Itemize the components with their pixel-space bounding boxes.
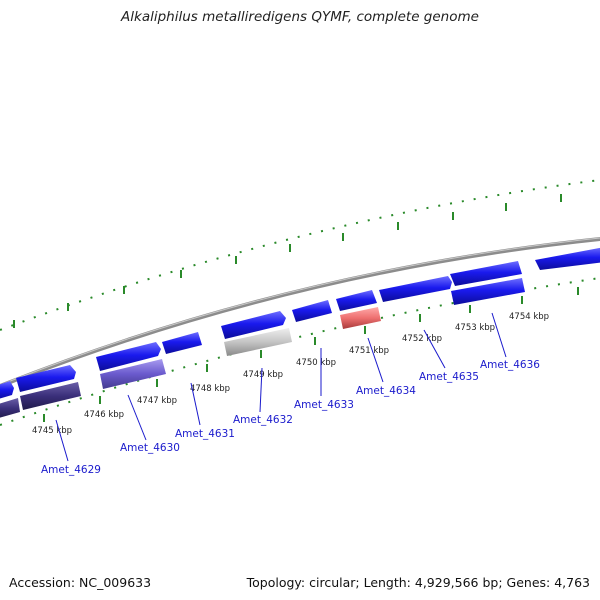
- gene-label[interactable]: Amet_4631: [175, 428, 235, 440]
- map-title: Alkaliphilus metalliredigens QYMF, compl…: [121, 9, 479, 25]
- kbp-label: 4745 kbp: [32, 426, 72, 436]
- gene-labels: Amet_4629 Amet_4630 Amet_4631 Amet_4632 …: [41, 359, 540, 476]
- inner-major-ticks: [43, 287, 579, 422]
- gene-label[interactable]: Amet_4633: [294, 399, 354, 411]
- gene-arrow[interactable]: [20, 382, 81, 410]
- kbp-label: 4751 kbp: [349, 346, 389, 356]
- outer-tick-ring: [0, 179, 600, 331]
- genome-backbone-shine: [0, 237, 600, 386]
- gene-label[interactable]: Amet_4632: [233, 414, 293, 426]
- gene-arrow[interactable]: [0, 381, 14, 400]
- kbp-label: 4746 kbp: [84, 410, 124, 420]
- gene-arrow[interactable]: [336, 290, 377, 311]
- gene-track-forward: [0, 247, 600, 400]
- gene-leader-lines: [55, 312, 507, 462]
- gene-arrow[interactable]: [162, 332, 202, 354]
- outer-major-ticks: [13, 194, 562, 328]
- kbp-label: 4753 kbp: [455, 323, 495, 333]
- gene-arrow[interactable]: [100, 359, 166, 389]
- kbp-label: 4750 kbp: [296, 358, 336, 368]
- gene-arrow[interactable]: [96, 342, 161, 371]
- gene-arrow[interactable]: [221, 311, 286, 339]
- kbp-label: 4749 kbp: [243, 370, 283, 380]
- gene-arrow[interactable]: [535, 247, 600, 270]
- gene-arrow[interactable]: [340, 307, 381, 329]
- genome-backbone: [0, 237, 600, 389]
- kbp-labels: 4745 kbp 4746 kbp 4747 kbp 4748 kbp 4749…: [32, 312, 549, 436]
- gene-arrow[interactable]: [292, 300, 332, 322]
- inner-tick-ring: [0, 277, 600, 426]
- kbp-label: 4752 kbp: [402, 334, 442, 344]
- gene-arrow[interactable]: [451, 278, 525, 305]
- gene-arrow[interactable]: [450, 261, 522, 286]
- accession-text: Accession: NC_009633: [9, 575, 152, 590]
- gene-track-reverse: [0, 278, 525, 419]
- gene-label[interactable]: Amet_4634: [356, 385, 416, 397]
- kbp-label: 4747 kbp: [137, 396, 177, 406]
- gene-label[interactable]: Amet_4630: [120, 442, 180, 454]
- gene-arrow[interactable]: [16, 365, 76, 392]
- gene-label[interactable]: Amet_4636: [480, 359, 540, 371]
- kbp-label: 4754 kbp: [509, 312, 549, 322]
- kbp-label: 4748 kbp: [190, 384, 230, 394]
- gene-arrow[interactable]: [224, 328, 292, 356]
- gene-label[interactable]: Amet_4635: [419, 371, 479, 383]
- gene-arrow[interactable]: [0, 398, 20, 419]
- gene-arrow[interactable]: [379, 276, 452, 302]
- genome-summary-text: Topology: circular; Length: 4,929,566 bp…: [246, 575, 590, 590]
- gene-label[interactable]: Amet_4629: [41, 464, 101, 476]
